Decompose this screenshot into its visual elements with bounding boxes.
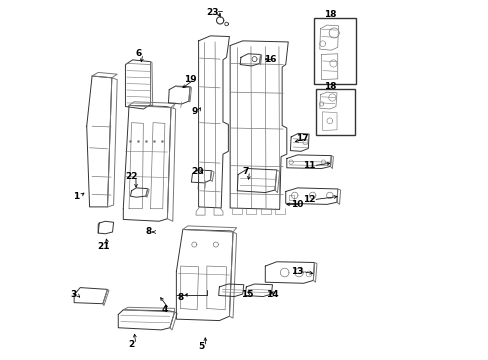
Text: 9: 9 bbox=[191, 107, 197, 116]
Text: 23: 23 bbox=[206, 8, 219, 17]
Text: 18: 18 bbox=[323, 10, 335, 19]
Text: 4: 4 bbox=[162, 305, 168, 314]
Text: 19: 19 bbox=[183, 75, 196, 84]
Bar bbox=[316, 89, 354, 135]
Text: 8: 8 bbox=[177, 293, 183, 302]
Text: 11: 11 bbox=[302, 161, 315, 170]
Text: 7: 7 bbox=[242, 167, 248, 176]
Text: 10: 10 bbox=[291, 200, 303, 209]
Bar bbox=[314, 18, 355, 84]
Text: 17: 17 bbox=[296, 134, 308, 143]
Text: 18: 18 bbox=[323, 82, 335, 91]
Text: 13: 13 bbox=[291, 267, 303, 276]
Text: 2: 2 bbox=[128, 340, 134, 349]
Text: 5: 5 bbox=[198, 342, 204, 351]
Text: 14: 14 bbox=[265, 290, 278, 299]
Text: 8: 8 bbox=[145, 228, 151, 237]
Text: 20: 20 bbox=[191, 167, 203, 176]
Text: 16: 16 bbox=[264, 55, 276, 64]
Text: 1: 1 bbox=[73, 192, 79, 201]
Text: 12: 12 bbox=[302, 195, 315, 204]
Text: 22: 22 bbox=[125, 172, 138, 181]
Text: 15: 15 bbox=[241, 289, 253, 298]
Text: 6: 6 bbox=[135, 49, 142, 58]
Text: 21: 21 bbox=[98, 242, 110, 251]
Text: 3: 3 bbox=[70, 290, 76, 299]
